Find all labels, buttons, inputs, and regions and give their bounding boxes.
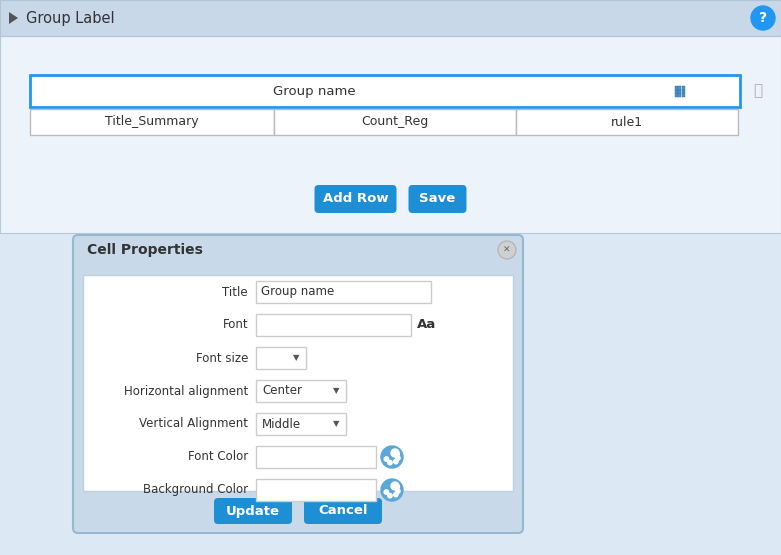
Text: Cancel: Cancel	[318, 504, 368, 517]
Bar	[256, 347, 306, 369]
Text: ▼: ▼	[333, 386, 339, 396]
Circle shape	[387, 461, 392, 465]
Circle shape	[394, 460, 398, 464]
Bar	[516, 109, 738, 135]
Circle shape	[391, 482, 399, 490]
Text: Title: Title	[223, 285, 248, 299]
Bar	[675, 93, 678, 97]
FancyBboxPatch shape	[408, 185, 466, 213]
Circle shape	[396, 489, 400, 493]
Circle shape	[395, 485, 399, 489]
Circle shape	[387, 493, 392, 498]
Bar	[30, 75, 740, 107]
Circle shape	[384, 457, 389, 461]
Bar	[274, 109, 516, 135]
Text: Font size: Font size	[195, 351, 248, 365]
Bar	[256, 413, 346, 435]
Text: Font: Font	[223, 319, 248, 331]
Bar	[682, 86, 685, 89]
Text: ▼: ▼	[333, 420, 339, 428]
Text: 🗑: 🗑	[754, 83, 762, 98]
Bar	[678, 90, 681, 93]
Text: Group Label: Group Label	[26, 11, 115, 26]
Circle shape	[381, 446, 403, 468]
Text: Add Row: Add Row	[323, 193, 388, 205]
Circle shape	[384, 490, 389, 495]
Text: Vertical Alignment: Vertical Alignment	[139, 417, 248, 431]
Text: Font Color: Font Color	[187, 451, 248, 463]
FancyBboxPatch shape	[315, 185, 397, 213]
Polygon shape	[9, 12, 18, 24]
Circle shape	[498, 241, 516, 259]
Bar	[256, 281, 431, 303]
Text: ▼: ▼	[293, 354, 299, 362]
Text: Center: Center	[262, 385, 302, 397]
Text: Cell Properties: Cell Properties	[87, 243, 203, 257]
Bar	[256, 446, 376, 468]
Text: Middle: Middle	[262, 417, 301, 431]
Circle shape	[394, 492, 398, 497]
Text: Background Color: Background Color	[143, 483, 248, 497]
Text: ?: ?	[759, 11, 767, 25]
Bar	[256, 314, 411, 336]
Text: Save: Save	[419, 193, 455, 205]
Circle shape	[751, 6, 775, 30]
Text: Count_Reg: Count_Reg	[362, 115, 429, 129]
Text: Title_Summary: Title_Summary	[105, 115, 199, 129]
Bar	[682, 90, 685, 93]
Circle shape	[391, 449, 399, 457]
Text: Group name: Group name	[273, 84, 355, 98]
Circle shape	[396, 456, 400, 460]
Text: ✕: ✕	[503, 245, 511, 255]
Bar	[256, 479, 376, 501]
Bar	[30, 109, 274, 135]
Text: Aa: Aa	[417, 319, 437, 331]
FancyBboxPatch shape	[304, 498, 382, 524]
Circle shape	[381, 479, 403, 501]
FancyBboxPatch shape	[214, 498, 292, 524]
Text: rule1: rule1	[611, 115, 643, 129]
Text: Horizontal alignment: Horizontal alignment	[123, 385, 248, 397]
Circle shape	[395, 452, 399, 456]
Bar	[675, 86, 678, 89]
Bar	[675, 90, 678, 93]
Bar	[256, 380, 346, 402]
Bar	[83, 275, 513, 491]
Bar	[678, 93, 681, 97]
FancyBboxPatch shape	[73, 235, 523, 533]
Text: Update: Update	[226, 504, 280, 517]
Bar	[0, 36, 781, 233]
Bar	[682, 93, 685, 97]
Bar	[678, 86, 681, 89]
Text: Group name: Group name	[261, 285, 334, 299]
Bar	[0, 0, 781, 36]
